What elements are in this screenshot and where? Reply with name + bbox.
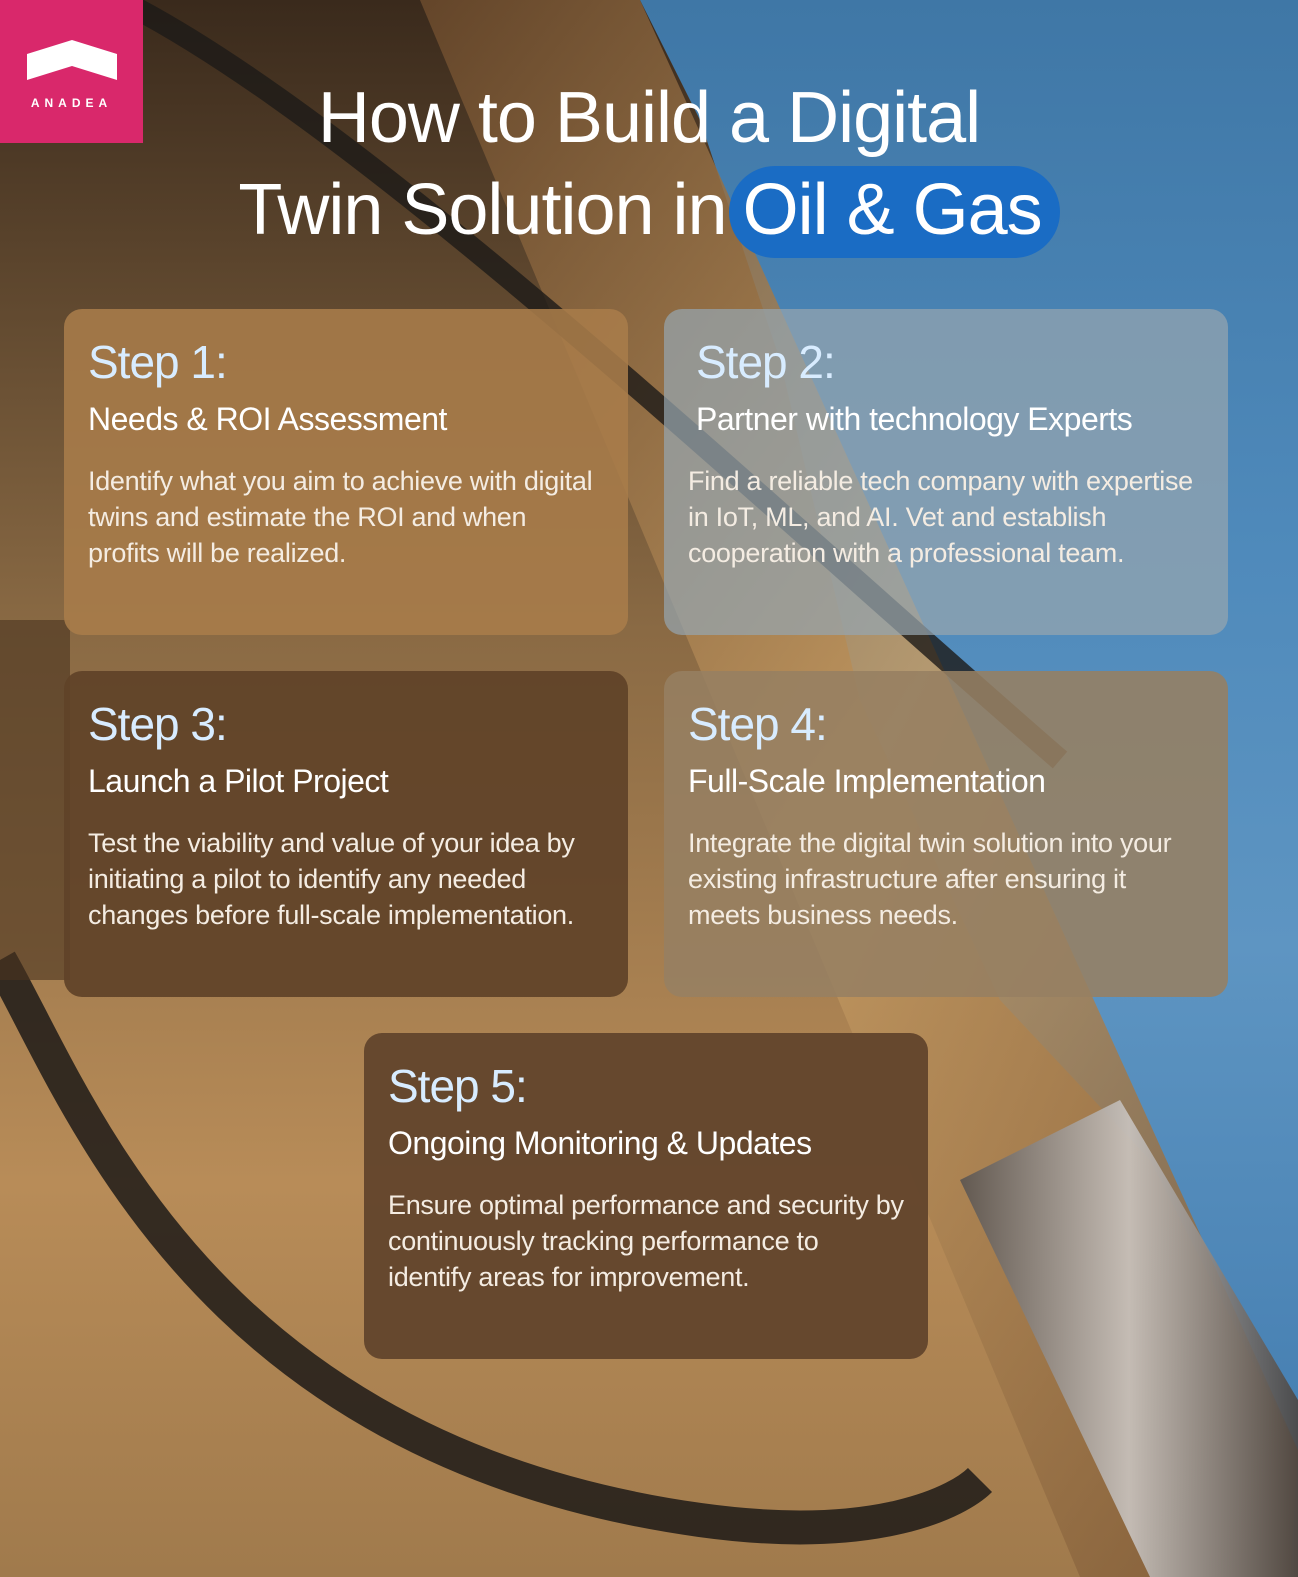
step-number: Step 2:: [696, 336, 836, 388]
house-roof-icon: [26, 39, 117, 80]
step-description: Identify what you aim to achieve with di…: [88, 466, 593, 568]
step-card-4: Step 4: Full-Scale Implementation Integr…: [664, 671, 1228, 997]
step-number: Step 4:: [688, 698, 828, 750]
title-line-2-prefix: Twin Solution in: [238, 170, 727, 250]
step-number: Step 3:: [88, 698, 228, 750]
step-number: Step 5:: [388, 1060, 528, 1112]
step-heading: Full-Scale Implementation: [688, 763, 1046, 799]
step-description: Integrate the digital twin solution into…: [688, 828, 1172, 930]
step-heading: Needs & ROI Assessment: [88, 401, 447, 437]
step-heading: Ongoing Monitoring & Updates: [388, 1125, 812, 1161]
step-description: Find a reliable tech company with expert…: [688, 466, 1193, 568]
step-card-2: Step 2: Partner with technology Experts …: [664, 309, 1228, 635]
step-card-5: Step 5: Ongoing Monitoring & Updates Ens…: [364, 1033, 928, 1359]
step-description: Test the viability and value of your ide…: [88, 828, 575, 930]
title-line-1: How to Build a Digital: [317, 78, 981, 158]
page-title: How to Build a Digital Twin Solution in O…: [0, 72, 1298, 258]
step-description: Ensure optimal performance and security …: [388, 1190, 904, 1292]
step-card-3: Step 3: Launch a Pilot Project Test the …: [64, 671, 628, 997]
title-highlight: Oil & Gas: [728, 166, 1060, 258]
step-number: Step 1:: [88, 336, 228, 388]
brand-name: ANADEA: [30, 95, 113, 110]
title-line-2: Twin Solution in Oil & Gas: [0, 164, 1298, 258]
anadea-logo[interactable]: ANADEA: [0, 0, 143, 143]
step-card-1: Step 1: Needs & ROI Assessment Identify …: [64, 309, 628, 635]
step-heading: Launch a Pilot Project: [88, 763, 389, 799]
step-heading: Partner with technology Experts: [696, 401, 1133, 437]
